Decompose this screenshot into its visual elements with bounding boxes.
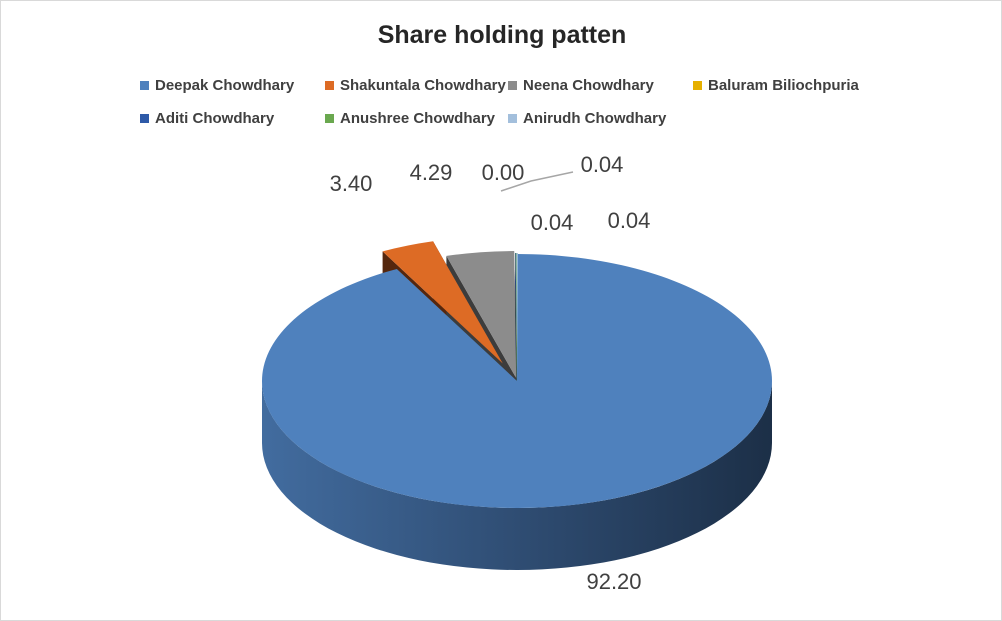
legend-label: Anushree Chowdhary [340,109,496,127]
legend-label: Neena Chowdhary [523,76,654,94]
legend-item-shakuntala-chowdhary: Shakuntala Chowdhary [325,75,506,95]
pie-slice-anirudh-chowdhary [516,253,518,381]
data-label: 0.04 [581,152,624,177]
leader-line [500,171,574,192]
legend-label: Deepak Chowdhary [155,76,295,94]
pie-leaders [500,171,574,192]
pie-labels: 92.203.40 4.29 0.00 0.040.04 0.04 [330,152,651,594]
legend-item-aditi-chowdhary: Aditi Chowdhary [140,108,274,128]
legend-label: Shakuntala Chowdhary [340,76,506,94]
data-label: 4.29 [410,160,453,185]
legend-label: Baluram Biliochpuria [708,76,859,94]
legend-swatch-aditi [140,113,149,123]
pie-slice-shakuntala-chowdhary [382,241,503,364]
data-label: 0.00 [482,160,525,185]
legend-swatch-anirudh [508,113,517,123]
data-label: 0.04 [531,210,574,235]
pie-slice-deepak-chowdhary [262,254,773,508]
data-label: 0.04 [608,208,651,233]
data-label: 92.20 [586,569,641,594]
chart-title: Share holding patten [377,21,627,49]
legend-item-baluram-biliochpuria: Baluram Biliochpuria [693,75,859,95]
pie-slice-neena-chowdhary [446,251,517,379]
legend-item-anirudh-chowdhary: Anirudh Chowdhary [508,108,666,128]
legend-swatch-anushree [325,113,334,123]
legend-item-deepak-chowdhary: Deepak Chowdhary [140,75,294,95]
data-label: 3.40 [330,171,373,196]
legend-item-neena-chowdhary: Neena Chowdhary [508,75,654,95]
legend-label: Anirudh Chowdhary [523,109,667,127]
legend-swatch-shakuntala [325,80,334,90]
legend-item-anushree-chowdhary: Anushree Chowdhary [325,108,495,128]
legend-swatch-baluram [693,80,702,90]
legend-swatch-deepak [140,80,149,90]
pie-slice-side [262,381,772,570]
legend-label: Aditi Chowdhary [155,109,275,127]
pie-tops [262,241,773,508]
legend-swatch-neena [508,80,517,90]
